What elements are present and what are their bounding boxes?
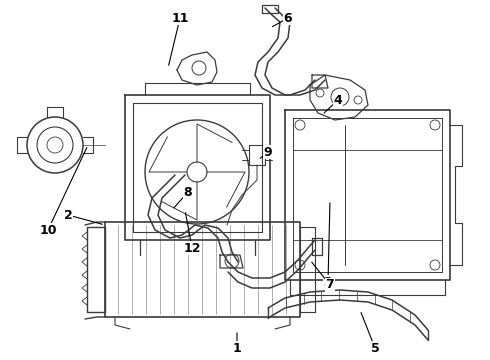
Text: 7: 7 bbox=[326, 279, 334, 292]
Text: 2: 2 bbox=[64, 208, 73, 221]
Text: 11: 11 bbox=[171, 12, 189, 24]
Text: 6: 6 bbox=[284, 12, 293, 24]
Text: 3: 3 bbox=[324, 275, 332, 288]
Text: 10: 10 bbox=[39, 224, 57, 237]
Text: 5: 5 bbox=[370, 342, 379, 355]
Text: 12: 12 bbox=[183, 242, 201, 255]
Text: 9: 9 bbox=[264, 145, 272, 158]
Text: 1: 1 bbox=[233, 342, 242, 355]
Text: 8: 8 bbox=[184, 185, 192, 198]
Text: 4: 4 bbox=[334, 94, 343, 107]
